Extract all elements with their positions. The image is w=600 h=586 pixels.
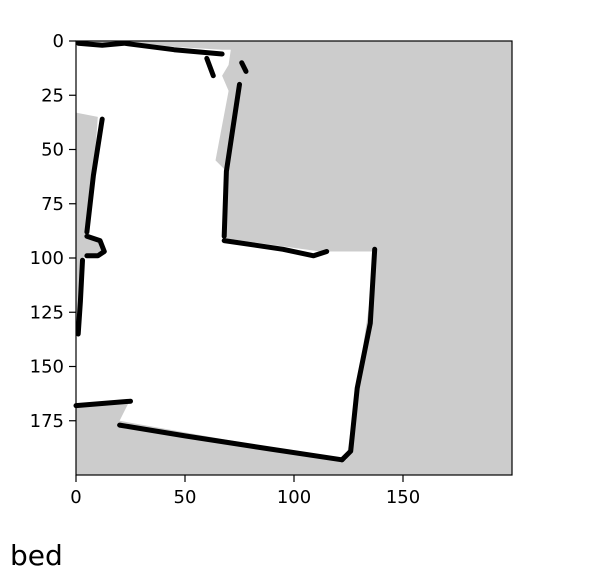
wall-segment-3: [84, 116, 105, 235]
y-tick-label-175: 175: [30, 411, 64, 432]
wall-segment-1: [204, 55, 216, 79]
x-tick-label-0: 0: [70, 487, 81, 508]
wall-segment-10: [117, 422, 345, 463]
wall-segment-5: [75, 257, 85, 337]
y-tick-label-50: 50: [41, 140, 64, 161]
wall-segment-9: [73, 398, 133, 409]
wall-segment-7: [221, 238, 330, 259]
wall-segment-6: [221, 81, 242, 239]
wall-segment-2: [239, 60, 249, 74]
y-tick-label-125: 125: [30, 302, 64, 323]
x-tick-label-100: 100: [277, 487, 311, 508]
y-axis: 0 25 50 75 100 125 150 175: [30, 31, 76, 432]
x-tick-label-150: 150: [386, 487, 420, 508]
y-tick-label-100: 100: [30, 248, 64, 269]
y-tick-label-150: 150: [30, 357, 64, 378]
x-axis: 0 50 100 150: [70, 475, 420, 508]
wall-segment-0: [75, 40, 225, 57]
free-space-region: [76, 41, 377, 460]
y-tick-label-75: 75: [41, 194, 64, 215]
y-tick-label-0: 0: [53, 31, 64, 52]
wall-segment-4: [84, 233, 107, 259]
x-tick-label-50: 50: [174, 487, 197, 508]
image-caption: bed: [10, 539, 63, 572]
plot-area: [73, 40, 513, 476]
y-tick-label-25: 25: [41, 85, 64, 106]
wall-segment-8: [339, 246, 378, 463]
